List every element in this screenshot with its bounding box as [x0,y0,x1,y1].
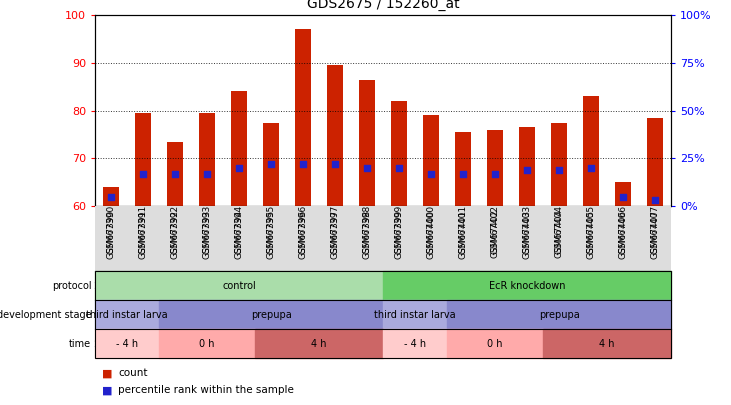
Bar [551,123,567,206]
Text: 4 h: 4 h [311,339,327,349]
Text: protocol: protocol [52,281,91,290]
Text: GSM67407: GSM67407 [651,209,659,258]
Text: GSM67397: GSM67397 [330,209,339,259]
Point [361,165,373,171]
Point [233,165,245,171]
Text: GSM67390: GSM67390 [107,209,115,259]
Text: GSM67403: GSM67403 [523,209,531,258]
Point [617,193,629,200]
Text: GSM67398: GSM67398 [363,209,371,259]
Text: percentile rank within the sample: percentile rank within the sample [118,385,295,395]
Bar [519,127,535,206]
Point [105,193,117,200]
Bar [615,182,631,206]
Bar [359,79,375,206]
Text: ■: ■ [102,368,113,378]
Point [649,197,661,204]
Point [137,171,149,177]
Text: GSM67406: GSM67406 [618,209,627,258]
Bar [327,65,343,206]
Point [586,165,597,171]
Text: GSM67394: GSM67394 [235,209,243,258]
Text: development stage: development stage [0,310,91,320]
Bar [199,113,215,206]
Point [298,161,309,167]
Text: GSM67395: GSM67395 [267,209,276,259]
Text: GSM67391: GSM67391 [139,209,148,259]
Bar [231,92,247,206]
Text: GSM67393: GSM67393 [202,209,211,259]
Text: GSM67400: GSM67400 [427,209,436,258]
Text: GSM67399: GSM67399 [395,209,404,259]
Text: control: control [222,281,256,290]
Text: EcR knockdown: EcR knockdown [489,281,565,290]
Bar [135,113,151,206]
Text: prepupa: prepupa [251,310,292,320]
Text: - 4 h: - 4 h [404,339,426,349]
Text: GSM67402: GSM67402 [491,209,499,258]
Bar [103,187,119,206]
Text: count: count [118,368,148,378]
Bar [583,96,599,206]
Bar [263,123,279,206]
Bar [295,29,311,206]
Text: - 4 h: - 4 h [116,339,138,349]
Text: GSM67405: GSM67405 [586,209,596,258]
Point [329,161,341,167]
Text: GSM67404: GSM67404 [555,209,564,258]
Text: prepupa: prepupa [539,310,580,320]
Text: time: time [69,339,91,349]
Point [201,171,213,177]
Point [393,165,405,171]
Text: GDS2675 / 152260_at: GDS2675 / 152260_at [307,0,459,11]
Point [521,166,533,173]
Text: GSM67392: GSM67392 [170,209,180,258]
Point [489,171,501,177]
Point [457,171,469,177]
Text: 0 h: 0 h [488,339,503,349]
Bar [391,101,407,206]
Bar [167,142,183,206]
Text: ■: ■ [102,385,113,395]
Text: third instar larva: third instar larva [374,310,456,320]
Bar [455,132,471,206]
Text: GSM67396: GSM67396 [298,209,308,259]
Text: 4 h: 4 h [599,339,615,349]
Text: third instar larva: third instar larva [86,310,168,320]
Point [265,161,277,167]
Text: GSM67401: GSM67401 [458,209,468,258]
Point [169,171,181,177]
Bar [487,130,503,206]
Bar [647,118,663,206]
Bar [423,115,439,206]
Point [553,166,565,173]
Point [425,171,437,177]
Text: 0 h: 0 h [200,339,215,349]
